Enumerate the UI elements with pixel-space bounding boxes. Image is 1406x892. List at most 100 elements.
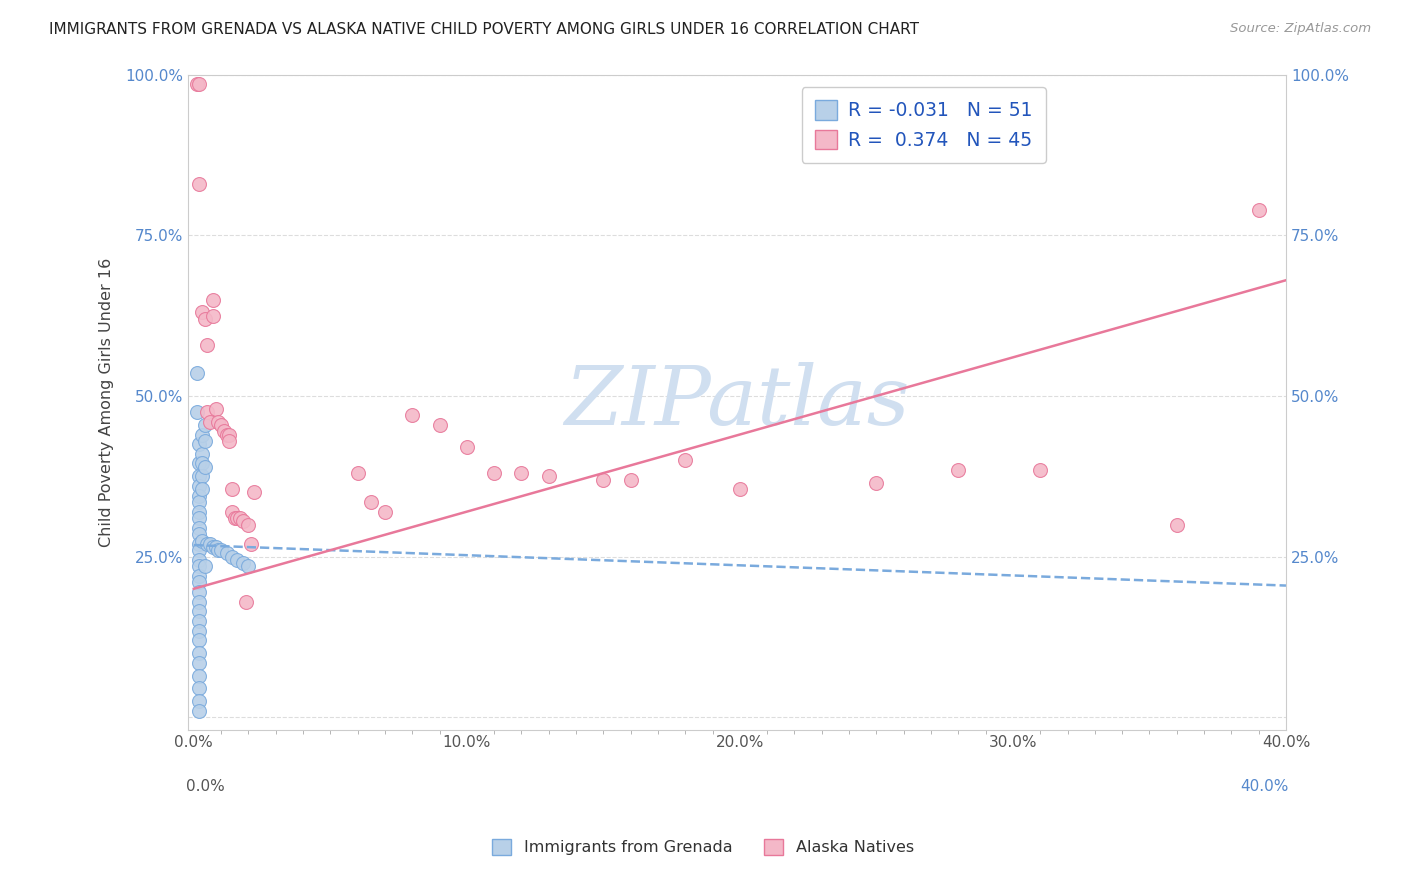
Point: [537, 469, 560, 483]
Point: [207, 415, 229, 429]
Point: [232, 556, 254, 570]
Point: [188, 511, 211, 525]
Point: [191, 447, 214, 461]
Point: [1029, 463, 1052, 477]
Text: 40.0%: 40.0%: [1240, 780, 1288, 795]
Point: [188, 553, 211, 567]
Point: [188, 681, 211, 696]
Point: [620, 473, 643, 487]
Point: [197, 337, 219, 351]
Point: [188, 479, 211, 493]
Text: ZIPatlas: ZIPatlas: [564, 362, 910, 442]
Point: [191, 457, 214, 471]
Point: [221, 549, 243, 564]
Point: [191, 469, 214, 483]
Point: [188, 585, 211, 599]
Point: [188, 469, 211, 483]
Point: [188, 177, 211, 191]
Point: [188, 437, 211, 451]
Point: [188, 543, 211, 558]
Point: [188, 668, 211, 682]
Point: [510, 466, 533, 480]
Point: [188, 489, 211, 503]
Point: [1247, 202, 1270, 217]
Point: [232, 514, 254, 528]
Point: [191, 533, 214, 548]
Point: [218, 434, 240, 448]
Point: [191, 305, 214, 319]
Point: [197, 537, 219, 551]
Point: [194, 417, 217, 432]
Point: [186, 405, 208, 419]
Point: [188, 495, 211, 509]
Point: [360, 495, 382, 509]
Point: [1166, 517, 1188, 532]
Point: [188, 575, 211, 590]
Point: [188, 569, 211, 583]
Point: [188, 646, 211, 660]
Point: [201, 293, 224, 307]
Point: [198, 415, 221, 429]
Point: [482, 466, 505, 480]
Point: [221, 505, 243, 519]
Point: [188, 656, 211, 670]
Point: [865, 475, 887, 490]
Point: [201, 540, 224, 554]
Point: [240, 537, 263, 551]
Point: [188, 537, 211, 551]
Point: [728, 482, 751, 496]
Point: [194, 459, 217, 474]
Point: [191, 482, 214, 496]
Point: [194, 559, 217, 574]
Point: [215, 546, 238, 560]
Text: IMMIGRANTS FROM GRENADA VS ALASKA NATIVE CHILD POVERTY AMONG GIRLS UNDER 16 CORR: IMMIGRANTS FROM GRENADA VS ALASKA NATIVE…: [49, 22, 920, 37]
Point: [592, 473, 614, 487]
Point: [401, 408, 423, 422]
Point: [238, 517, 260, 532]
Point: [209, 543, 232, 558]
Point: [673, 453, 696, 467]
Point: [188, 594, 211, 608]
Y-axis label: Child Poverty Among Girls Under 16: Child Poverty Among Girls Under 16: [100, 258, 114, 547]
Point: [188, 694, 211, 708]
Point: [238, 559, 260, 574]
Point: [188, 604, 211, 618]
Point: [346, 466, 368, 480]
Point: [194, 434, 217, 448]
Point: [191, 427, 214, 442]
Point: [243, 485, 266, 500]
Point: [201, 309, 224, 323]
Point: [186, 367, 208, 381]
Point: [188, 527, 211, 541]
Point: [229, 511, 252, 525]
Legend: R = -0.031   N = 51, R =  0.374   N = 45: R = -0.031 N = 51, R = 0.374 N = 45: [801, 87, 1046, 162]
Point: [188, 77, 211, 91]
Point: [188, 559, 211, 574]
Point: [188, 614, 211, 628]
Point: [948, 463, 970, 477]
Point: [204, 401, 226, 416]
Point: [218, 427, 240, 442]
Point: [188, 521, 211, 535]
Point: [188, 457, 211, 471]
Point: [221, 482, 243, 496]
Point: [226, 511, 249, 525]
Point: [235, 594, 257, 608]
Point: [188, 704, 211, 718]
Point: [188, 633, 211, 648]
Point: [197, 405, 219, 419]
Point: [209, 417, 232, 432]
Point: [207, 543, 229, 558]
Point: [215, 427, 238, 442]
Point: [224, 511, 246, 525]
Point: [204, 540, 226, 554]
Point: [198, 537, 221, 551]
Point: [429, 417, 451, 432]
Text: 0.0%: 0.0%: [186, 780, 225, 795]
Point: [226, 553, 249, 567]
Point: [186, 77, 208, 91]
Point: [188, 505, 211, 519]
Point: [374, 505, 396, 519]
Point: [194, 311, 217, 326]
Legend: Immigrants from Grenada, Alaska Natives: Immigrants from Grenada, Alaska Natives: [485, 832, 921, 862]
